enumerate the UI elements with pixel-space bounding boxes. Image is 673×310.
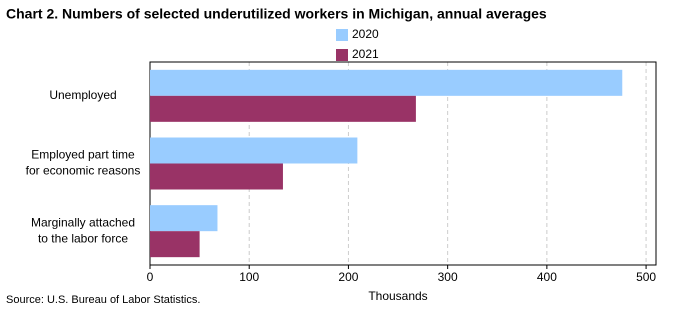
- bar: [150, 205, 218, 232]
- bar: [150, 69, 623, 96]
- x-tick-label: 200: [338, 270, 358, 284]
- chart-title: Chart 2. Numbers of selected underutiliz…: [6, 6, 547, 22]
- x-axis-label: Thousands: [368, 289, 427, 303]
- x-tick-label: 300: [438, 270, 458, 284]
- source-note: Source: U.S. Bureau of Labor Statistics.: [6, 294, 200, 306]
- legend-label: 2021: [352, 47, 379, 61]
- bar: [150, 163, 283, 190]
- legend-swatch: [336, 29, 348, 41]
- y-tick-label: for economic reasons: [26, 164, 141, 178]
- x-tick-label: 100: [239, 270, 259, 284]
- bar: [150, 95, 416, 122]
- legend-swatch: [336, 49, 348, 61]
- y-tick-label: to the labor force: [38, 231, 128, 245]
- bar: [150, 231, 200, 258]
- y-tick-label: Marginally attached: [31, 215, 135, 229]
- y-tick-label: Unemployed: [49, 88, 116, 102]
- x-tick-label: 400: [537, 270, 557, 284]
- x-tick-label: 500: [636, 270, 656, 284]
- bar: [150, 137, 358, 164]
- y-tick-label: Employed part time: [31, 148, 135, 162]
- x-tick-label: 0: [147, 270, 154, 284]
- legend-label: 2020: [352, 27, 379, 41]
